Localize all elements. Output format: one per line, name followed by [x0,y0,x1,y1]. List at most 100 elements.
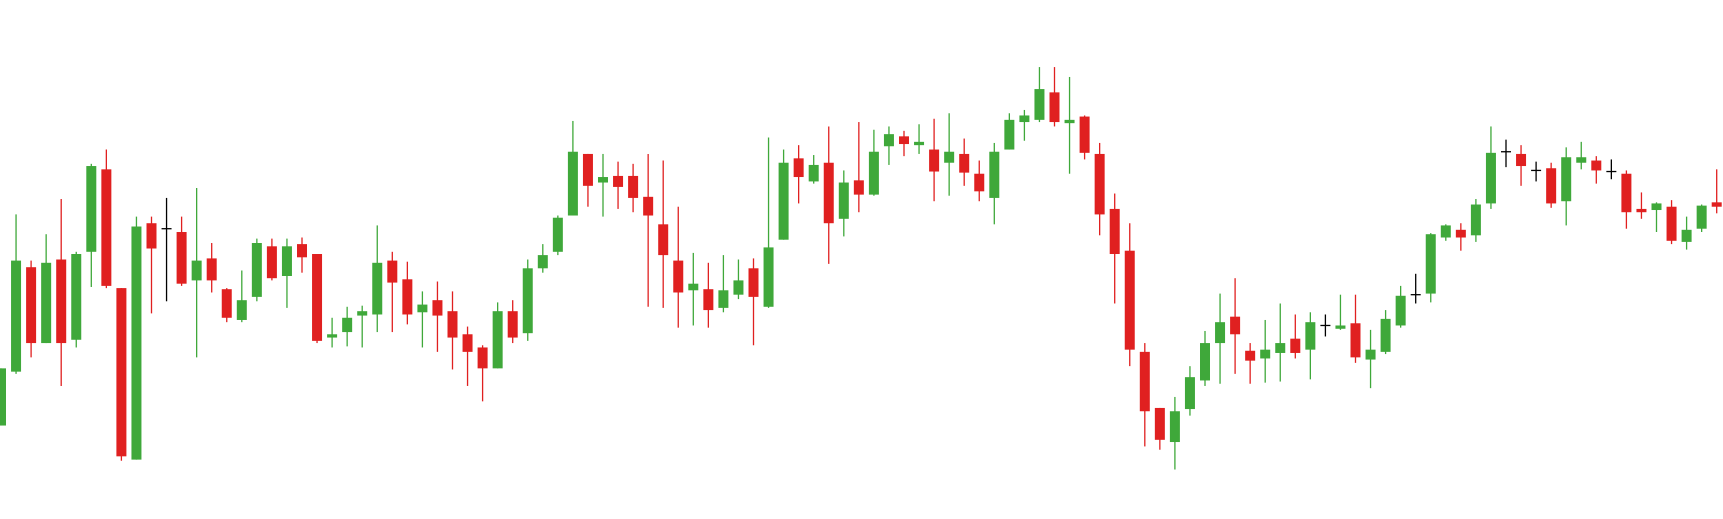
candle-body [959,153,970,173]
candle-body [537,255,548,269]
candle-body [477,347,488,369]
candle-body [748,268,759,297]
candle-body [1546,168,1557,204]
candle-body [0,368,6,426]
candle-body [1485,152,1496,204]
candle-body [582,153,593,186]
candle-body [763,247,774,307]
candle-body [778,162,789,240]
candle-body [1621,173,1632,213]
candle-body [914,141,925,146]
candle-body [1184,377,1195,410]
candle-body [131,226,142,460]
candle-body [868,151,879,195]
candle-body [522,268,533,334]
candle-body [838,182,849,219]
candle-body [944,151,955,163]
candle-body [1636,208,1647,213]
candle-body [176,232,187,284]
candle-body [71,254,82,340]
candle-body [327,334,338,338]
candle-body [1711,202,1722,207]
candle-body [1245,350,1256,361]
candle-body [658,224,669,256]
candle-body [974,173,985,192]
candle-body [1350,323,1361,358]
candle-body [1681,229,1692,242]
candle-body [357,311,368,316]
candle-body [883,134,894,147]
candle-body [1380,318,1391,352]
candle-body [1696,205,1707,229]
candle-body [447,311,458,338]
candle-body [929,149,940,172]
candle-body [1034,89,1045,120]
candle-body [342,317,353,333]
candle-body [1154,407,1165,440]
candle-body [1335,325,1346,329]
candle-body [281,246,292,276]
candle-body [1651,203,1662,211]
candle-body [733,280,744,295]
candle-body [1666,206,1677,241]
candle-body [191,260,202,281]
candle-body [507,311,518,338]
candle-body [387,260,398,283]
candle-body [1591,160,1602,171]
candle-body [793,158,804,178]
candle-body [598,177,608,183]
candle-body [1109,208,1120,255]
candle-body [462,334,473,352]
candle-body [1470,204,1481,236]
candle-body [899,136,909,145]
candle-body [643,196,654,216]
candle-body [116,288,127,457]
candle-body [1455,229,1466,238]
candle-body [673,260,684,293]
candle-body [402,279,413,315]
candle-body [1049,92,1060,123]
candle-body [1139,351,1150,412]
candle-body [1576,157,1587,163]
candle-body [628,175,639,198]
candle-body [432,300,443,316]
candle-body [1124,250,1135,350]
candle-body [492,311,503,369]
candle-body [236,300,247,320]
candle-body [1290,338,1301,353]
candle-body [1079,116,1090,153]
candle-body [703,289,714,311]
candle-body [823,162,834,224]
candle-body [808,164,819,182]
candle-body [251,243,262,297]
candle-body [1395,295,1406,326]
candle-body [1425,234,1436,294]
candle-body [297,244,307,258]
candle-body [1260,349,1271,359]
candle-body [11,260,22,372]
candle-body [1169,411,1180,443]
candle-body [1094,153,1105,215]
candle-body [1200,343,1210,381]
candle-body [101,169,112,286]
candle-body [417,304,428,313]
candle-body [1064,119,1075,124]
candle-body [86,166,97,252]
candle-body [1275,343,1286,353]
candle-body [1004,119,1015,150]
candle-body [41,262,52,344]
candle-body [266,246,277,279]
candle-body [372,262,383,315]
candle-body [1215,322,1226,344]
candle-body [206,258,217,281]
candle-body [1440,225,1451,238]
candle-body [567,151,578,216]
candle-body [146,223,157,249]
candle-body [221,289,232,318]
candle-body [1561,157,1572,202]
candle-body [56,259,67,344]
candle-body [552,217,563,252]
candle-body [688,283,699,291]
candle-body [1516,153,1527,167]
